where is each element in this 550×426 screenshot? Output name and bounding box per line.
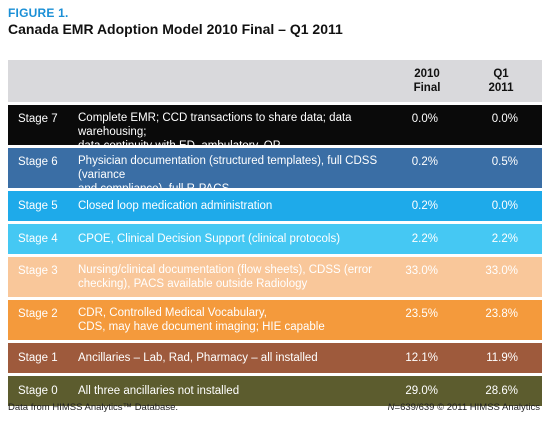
value-q1-2011: 0.5% — [458, 155, 518, 169]
value-q1-2011: 33.0% — [458, 264, 518, 278]
description-line: Ancillaries – Lab, Rad, Pharmacy – all i… — [78, 351, 398, 365]
description-line: CPOE, Clinical Decision Support (clinica… — [78, 232, 398, 246]
value-2010-final: 12.1% — [378, 351, 438, 365]
stage-label: Stage 4 — [18, 232, 58, 246]
value-2010-final: 29.0% — [378, 384, 438, 398]
value-2010-final: 0.2% — [378, 199, 438, 213]
value-q1-2011: 0.0% — [458, 199, 518, 213]
description-line: CDR, Controlled Medical Vocabulary, — [78, 306, 398, 320]
value-q1-2011: 23.8% — [458, 307, 518, 321]
table-row: Stage 6 Physician documentation (structur… — [8, 148, 542, 188]
value-2010-final: 2.2% — [378, 232, 438, 246]
value-q1-2011: 2.2% — [458, 232, 518, 246]
table-row: Stage 2 CDR, Controlled Medical Vocabular… — [8, 300, 542, 340]
figure-title: Canada EMR Adoption Model 2010 Final – Q… — [8, 21, 343, 37]
stage-label: Stage 5 — [18, 199, 58, 213]
description-line: Nursing/clinical documentation (flow she… — [78, 263, 398, 277]
stage-description: CDR, Controlled Medical Vocabulary, CDS, … — [78, 306, 398, 334]
stage-description: Complete EMR; CCD transactions to share … — [78, 111, 398, 153]
value-2010-final: 23.5% — [378, 307, 438, 321]
table-header-row: 2010 Final Q1 2011 — [8, 60, 542, 102]
header-q1-2011: Q1 2011 — [476, 67, 526, 95]
table-row: Stage 1 Ancillaries – Lab, Rad, Pharmacy … — [8, 343, 542, 373]
stage-label: Stage 2 — [18, 307, 58, 321]
description-line: Closed loop medication administration — [78, 199, 398, 213]
value-2010-final: 0.0% — [378, 112, 438, 126]
footer-sample: N=639/639 © 2011 HIMSS Analytics — [388, 402, 540, 413]
emr-adoption-table: 2010 Final Q1 2011 Stage 7 Complete EMR; … — [8, 60, 542, 406]
stage-description: Physician documentation (structured temp… — [78, 154, 398, 196]
stage-label: Stage 7 — [18, 112, 58, 126]
footer-source: Data from HIMSS Analytics™ Database. — [8, 402, 178, 413]
description-line: All three ancillaries not installed — [78, 384, 398, 398]
stage-label: Stage 1 — [18, 351, 58, 365]
stage-label: Stage 0 — [18, 384, 58, 398]
stage-description: Nursing/clinical documentation (flow she… — [78, 263, 398, 291]
stage-description: CPOE, Clinical Decision Support (clinica… — [78, 232, 398, 246]
table-row: Stage 3 Nursing/clinical documentation (f… — [8, 257, 542, 297]
value-2010-final: 33.0% — [378, 264, 438, 278]
footer-n: N — [388, 402, 395, 413]
description-line: Physician documentation (structured temp… — [78, 154, 398, 182]
footer-copyright: =639/639 © 2011 HIMSS Analytics — [395, 402, 540, 413]
value-q1-2011: 0.0% — [458, 112, 518, 126]
description-line: checking), PACS available outside Radiol… — [78, 277, 398, 291]
stage-description: All three ancillaries not installed — [78, 384, 398, 398]
description-line: CDS, may have document imaging; HIE capa… — [78, 320, 398, 334]
table-row: Stage 5 Closed loop medication administra… — [8, 191, 542, 221]
figure-label: FIGURE 1. — [8, 6, 68, 20]
stage-description: Closed loop medication administration — [78, 199, 398, 213]
value-2010-final: 0.2% — [378, 155, 438, 169]
description-line: Complete EMR; CCD transactions to share … — [78, 111, 398, 139]
header-2010-final: 2010 Final — [402, 67, 452, 95]
table-row: Stage 4 CPOE, Clinical Decision Support (… — [8, 224, 542, 254]
table-body: Stage 7 Complete EMR; CCD transactions to… — [8, 105, 542, 406]
value-q1-2011: 11.9% — [458, 351, 518, 365]
value-q1-2011: 28.6% — [458, 384, 518, 398]
stage-label: Stage 6 — [18, 155, 58, 169]
stage-label: Stage 3 — [18, 264, 58, 278]
table-row: Stage 7 Complete EMR; CCD transactions to… — [8, 105, 542, 145]
stage-description: Ancillaries – Lab, Rad, Pharmacy – all i… — [78, 351, 398, 365]
